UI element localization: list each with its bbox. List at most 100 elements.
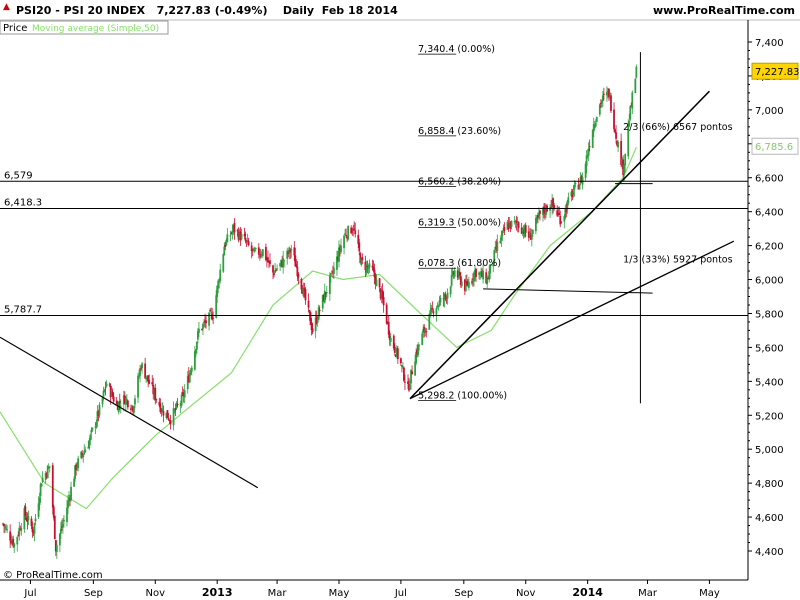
candle-body	[268, 261, 270, 263]
candle-body	[80, 451, 83, 458]
y-tick-label: 5,600	[755, 343, 784, 354]
candle-body	[32, 529, 35, 534]
candle-body	[12, 538, 15, 547]
candle-body	[6, 529, 9, 531]
candle-body	[215, 295, 218, 318]
candle-body	[252, 248, 255, 252]
y-axis: 4,400 4,600 4,800 5,000 5,200 5,400 5,600 5,800…	[748, 38, 800, 558]
candle-body	[272, 265, 274, 273]
candle-body	[627, 124, 630, 157]
candle-body	[445, 297, 448, 299]
candle-body	[82, 454, 85, 458]
candle-body	[254, 247, 257, 249]
candle-body	[83, 451, 86, 455]
candle-body	[464, 282, 467, 291]
candle-body	[266, 258, 268, 260]
x-tick-label: 2014	[572, 586, 603, 599]
candle-body	[90, 430, 93, 433]
candle-body	[202, 323, 204, 330]
candle-body	[217, 280, 220, 289]
candle-body	[193, 351, 196, 370]
candle-body	[204, 320, 206, 323]
x-tick-label: Jul	[23, 588, 36, 599]
x-tick-label: May	[329, 588, 350, 599]
candle-body	[20, 528, 23, 531]
candle-body	[495, 246, 498, 250]
candle-body	[403, 367, 405, 381]
downtrend-line	[0, 336, 259, 489]
candle-body	[620, 141, 623, 165]
candle-body	[119, 405, 122, 407]
candle-body	[229, 235, 232, 237]
candle-body	[308, 310, 311, 314]
candle-body	[617, 142, 619, 148]
candle-body	[286, 250, 289, 259]
candle-body	[607, 90, 609, 95]
candle-body	[153, 389, 156, 395]
candle-body	[399, 358, 402, 364]
candle-body	[141, 363, 143, 369]
candle-body	[148, 380, 151, 384]
candle-body	[429, 309, 432, 315]
candle-body	[205, 320, 207, 324]
moving-average-line	[0, 146, 637, 510]
candle-body	[112, 396, 115, 402]
candle-body	[146, 375, 149, 379]
candle-body	[591, 129, 594, 148]
candle-body	[372, 267, 375, 271]
candle-body	[415, 352, 418, 364]
candle-body	[580, 176, 583, 183]
candle-body	[565, 209, 568, 213]
x-tick-label: Jul	[394, 588, 407, 599]
fibonacci-level-label: 5,298.2 (100.00%)	[418, 391, 507, 402]
candle-body	[59, 528, 62, 534]
candle-body	[489, 264, 492, 274]
candle-body	[66, 507, 68, 523]
candle-body	[331, 272, 334, 274]
site-link[interactable]: www.ProRealTime.com	[652, 4, 795, 17]
candle-body	[116, 404, 119, 411]
candle-body	[402, 366, 404, 368]
candle-body	[360, 258, 363, 266]
candle-body	[273, 273, 275, 275]
candle-body	[346, 237, 349, 239]
candle-body	[457, 271, 460, 276]
candle-body	[226, 234, 229, 243]
candle-body	[68, 497, 70, 501]
candle-body	[98, 404, 101, 416]
candle-body	[539, 210, 541, 214]
candle-body	[545, 205, 547, 215]
candle-body	[95, 421, 98, 428]
candle-body	[89, 434, 92, 441]
ma-value-tag	[751, 137, 799, 155]
candle-body	[528, 232, 531, 238]
candle-body	[259, 254, 262, 256]
candle-body	[48, 466, 51, 468]
candle-body	[507, 223, 510, 230]
candle-body	[424, 328, 427, 333]
candle-body	[45, 473, 48, 477]
candle-body	[366, 266, 369, 268]
ma-value-tag-label: 6,785.6	[755, 142, 793, 153]
x-tick-label: Nov	[146, 588, 166, 599]
candle-body	[560, 222, 563, 224]
candle-body	[295, 264, 298, 268]
y-tick-label: 6,400	[755, 208, 784, 219]
candle-body	[584, 163, 587, 178]
candle-body	[247, 241, 250, 246]
candle-body	[197, 331, 199, 340]
candle-body	[176, 403, 179, 405]
candle-body	[13, 543, 16, 548]
candle-body	[19, 529, 22, 531]
candle-body	[513, 221, 516, 223]
candle-body	[422, 329, 425, 333]
candle-body	[267, 257, 269, 262]
candle-body	[233, 222, 236, 233]
candle-body	[358, 242, 361, 252]
candle-body	[543, 206, 545, 213]
candle-body	[595, 116, 598, 122]
candle-body	[316, 319, 319, 323]
candle-body	[87, 447, 90, 449]
candle-body	[174, 408, 177, 411]
